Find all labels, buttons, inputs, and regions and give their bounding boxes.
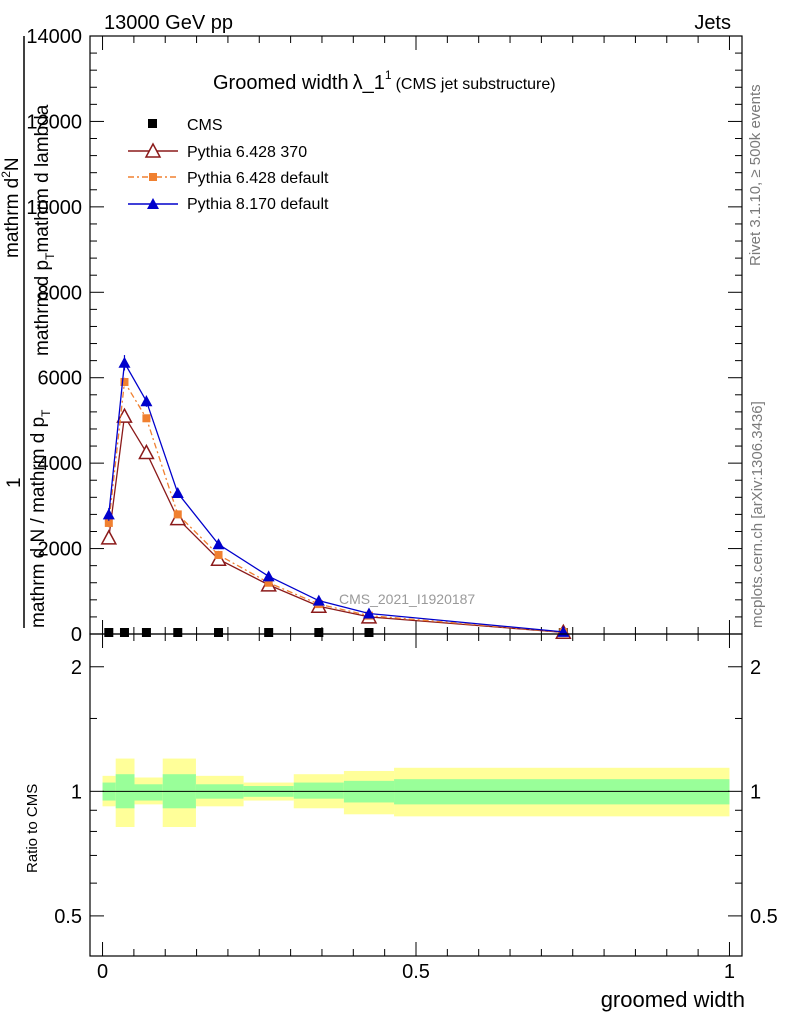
ratio-ytick-label-left-2: 2 (71, 657, 82, 679)
main-ytick-label-3: 6000 (38, 368, 83, 390)
series-2-point-3 (173, 510, 182, 519)
series-1-point-2 (138, 443, 155, 460)
legend-py6-370-label: Pythia 6.428 370 (187, 144, 307, 161)
ratio-stat-band-2 (134, 784, 163, 801)
cms-data-point-1 (119, 628, 129, 637)
main-ytick-label-7: 14000 (26, 26, 82, 48)
ratio-bands (102, 758, 730, 827)
main-ytick-label-1: 2000 (38, 539, 83, 561)
header-left: 13000 GeV pp (104, 12, 233, 34)
cms-data-point-0 (104, 628, 114, 637)
legend: CMS Pythia 6.428 370 Pythia 6.428 defaul… (128, 117, 329, 213)
x-axis-label: groomed width (601, 987, 745, 1012)
series-3-point-3 (171, 487, 184, 499)
ratio-xtick-label-0: 0 (97, 961, 108, 983)
ratio-ytick-label-left-1: 1 (71, 781, 82, 803)
ratio-stat-band-6 (293, 782, 344, 799)
main-ytick-label-0: 0 (71, 624, 82, 646)
ratio-xtick-label-2: 1 (724, 961, 735, 983)
series-1-point-0 (100, 529, 118, 545)
legend-py6-default-marker (149, 173, 157, 181)
series-2-point-5 (264, 578, 273, 587)
legend-py6-default-label: Pythia 6.428 default (187, 170, 329, 187)
legend-cms-marker (148, 119, 157, 128)
ylabel-bottom: mathrm d N / mathrm d pT (28, 409, 53, 628)
main-series (100, 355, 572, 640)
series-3-point-5 (262, 570, 275, 582)
cms-data-point-7 (364, 628, 374, 637)
series-3-point-4 (212, 538, 225, 550)
cms-data-point-2 (141, 628, 151, 637)
cms-data-point-5 (264, 628, 274, 637)
series-2-point-2 (142, 414, 151, 423)
ratio-y-axis-label: Ratio to CMS (24, 784, 41, 873)
ylabel-top-2: mathrm d pTmathrm d lambda (32, 104, 57, 356)
cms-data-point-6 (314, 628, 324, 637)
series-3-point-7 (362, 607, 375, 619)
series-3-point-6 (312, 594, 325, 606)
analysis-watermark: CMS_2021_I1920187 (339, 591, 475, 607)
mcplots-label: mcplots.cern.ch [arXiv:1306.3436] (749, 401, 766, 628)
ratio-ytick-label-right-2: 2 (750, 657, 761, 679)
series-3-point-0 (102, 508, 115, 520)
chart-title: Groomed width λ_11(CMS jet substructure) (213, 68, 556, 94)
main-ytick-label-2: 4000 (38, 453, 83, 475)
legend-py8-marker (147, 198, 159, 209)
legend-py6-370-marker (144, 142, 162, 158)
ylabel-one: 1 (4, 477, 25, 488)
ylabel-top-1: mathrm d2N (0, 157, 23, 258)
series-2-point-4 (214, 550, 223, 559)
legend-cms-label: CMS (187, 117, 223, 134)
main-axes: 0 2000 4000 6000 8000 10000 12000 14000 (26, 26, 743, 646)
main-y-axis-label: 1 mathrm d2N mathrm d pTmathrm d lambda … (0, 36, 57, 628)
ratio-ytick-label-right-1: 1 (750, 781, 761, 803)
series-2-point-0 (104, 518, 113, 527)
rivet-label: Rivet 3.1.10, ≥ 500k events (747, 84, 764, 266)
ratio-xtick-label-1: 0.5 (402, 961, 430, 983)
ratio-ytick-label-left-0: 0.5 (54, 906, 82, 928)
header-right: Jets (694, 12, 731, 34)
main-ytick-label-5: 10000 (26, 197, 82, 219)
series-3-point-2 (140, 395, 153, 407)
series-2-point-1 (120, 377, 129, 386)
cms-data-point-3 (173, 628, 183, 637)
main-ytick-label-4: 8000 (38, 282, 83, 304)
series-line-2 (108, 380, 564, 633)
main-ytick-label-6: 12000 (26, 111, 82, 133)
series-3-point-1 (118, 356, 131, 368)
legend-py8-label: Pythia 8.170 default (187, 196, 329, 213)
ratio-axes: 0 0.5 1 0.5 0.5 1 1 2 2 (54, 633, 778, 983)
ratio-ytick-label-right-0: 0.5 (750, 906, 778, 928)
cms-data-point-4 (214, 628, 224, 637)
